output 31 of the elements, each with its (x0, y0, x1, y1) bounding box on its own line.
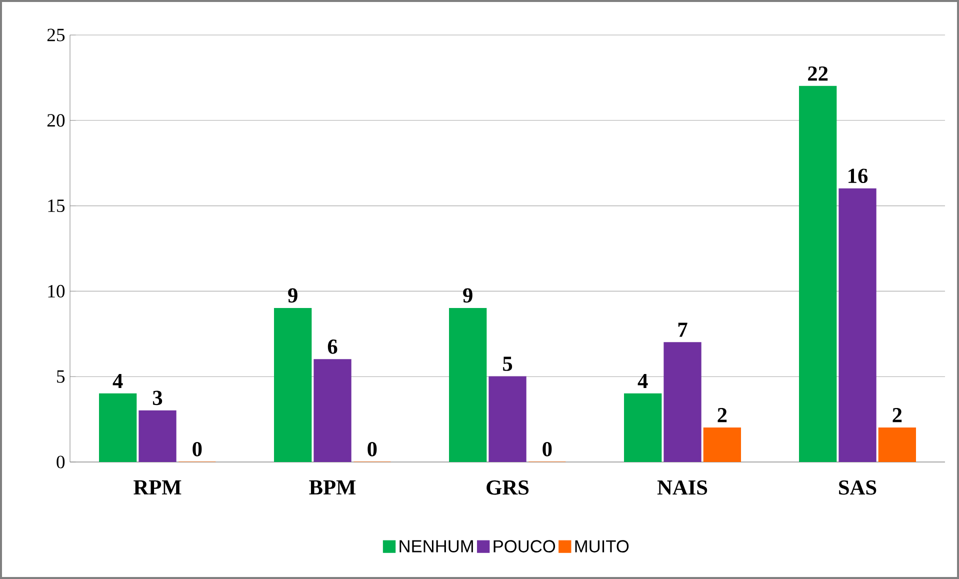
data-label: 22 (808, 66, 828, 81)
x-tick-label: NAIS (657, 480, 708, 495)
data-label: 4 (638, 374, 648, 388)
y-tick-label: 10 (48, 284, 65, 298)
y-tick-label: 15 (48, 200, 65, 212)
x-tick-label: SAS (839, 480, 876, 495)
data-label: 0 (542, 442, 552, 456)
data-label: 0 (192, 442, 202, 456)
y-tick-label: 20 (47, 114, 65, 127)
data-label: 9 (463, 288, 472, 303)
data-label: 3 (152, 390, 162, 406)
data-label: 5 (503, 356, 512, 371)
data-label: 0 (368, 442, 377, 456)
legend-label: NENHUM (400, 540, 473, 552)
y-tick-label: 0 (56, 456, 65, 468)
data-label: 16 (848, 168, 868, 184)
bar (703, 428, 742, 462)
legend-label: MUITO (575, 540, 629, 552)
data-label: 2 (892, 408, 902, 422)
data-label: 2 (718, 408, 727, 422)
bar (878, 428, 916, 462)
x-tick-label: BPM (309, 480, 356, 494)
y-tick-label: 5 (57, 370, 65, 383)
data-label: 6 (328, 340, 338, 354)
y-tick-label: 25 (47, 28, 65, 42)
data-label: 4 (112, 374, 123, 388)
data-label: 7 (678, 322, 688, 337)
legend-label: POUCO (494, 540, 556, 552)
x-tick-label: RPM (134, 480, 182, 494)
x-tick-label: GRS (486, 480, 529, 495)
data-label: 9 (288, 288, 298, 303)
